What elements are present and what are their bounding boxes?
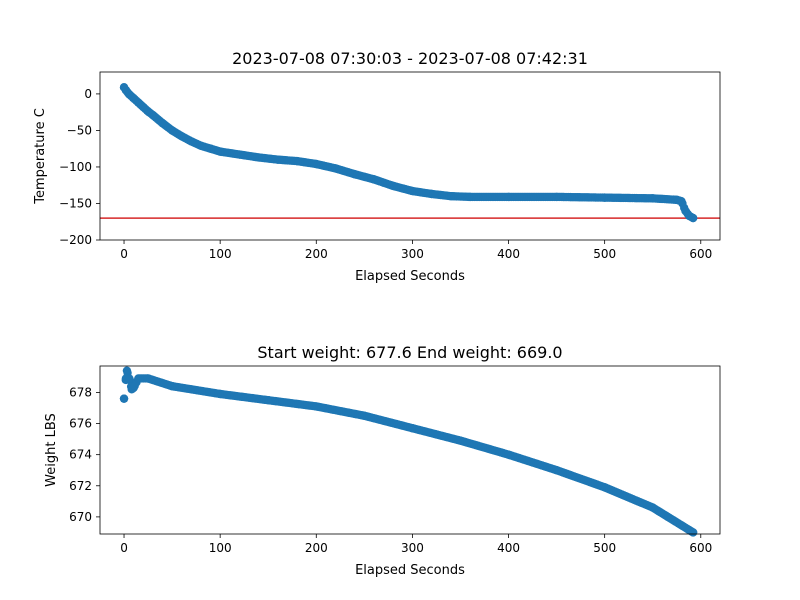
- weight-plot: Start weight: 677.6 End weight: 669.0 0 1…: [44, 343, 721, 578]
- temperature-x-tick-label: 300: [401, 247, 424, 261]
- weight-x-tick-label: 100: [209, 541, 232, 555]
- weight-data-point: [125, 374, 134, 383]
- weight-x-tick-label: 500: [593, 541, 616, 555]
- temperature-y-tick-label: 0: [84, 87, 92, 101]
- temperature-y-tick-label: −200: [59, 233, 92, 247]
- weight-data-point: [119, 394, 129, 403]
- temperature-x-tick-label: 200: [305, 247, 328, 261]
- weight-points: [119, 366, 698, 537]
- weight-data-point: [688, 528, 698, 537]
- temperature-x-axis-label: Elapsed Seconds: [355, 269, 465, 284]
- temperature-x-tick-label: 600: [689, 247, 712, 261]
- temperature-y-axis-label: Temperature C: [33, 108, 48, 205]
- weight-y-tick-label: 678: [69, 385, 92, 399]
- weight-x-tick-label: 300: [401, 541, 424, 555]
- temperature-x-tick-label: 500: [593, 247, 616, 261]
- temperature-y-tick-label: −50: [67, 123, 92, 137]
- weight-plot-frame: [99, 365, 721, 535]
- weight-y-tick-label: 670: [69, 510, 92, 524]
- temperature-y-tick-label: −100: [59, 160, 92, 174]
- temperature-chart-title: 2023-07-08 07:30:03 - 2023-07-08 07:42:3…: [232, 49, 588, 68]
- weight-x-tick-label: 200: [305, 541, 328, 555]
- weight-axis-ticks: 0 100 200 300 400 500 600 670 672 674 676 678: [69, 385, 712, 555]
- weight-x-axis-label: Elapsed Seconds: [355, 563, 465, 578]
- weight-x-tick-label: 400: [497, 541, 520, 555]
- weight-y-tick-label: 672: [69, 479, 92, 493]
- temperature-x-tick-label: 0: [120, 247, 128, 261]
- temperature-points: [119, 83, 698, 223]
- temperature-x-tick-label: 400: [497, 247, 520, 261]
- temperature-y-tick-label: −150: [59, 196, 92, 210]
- temperature-plot-frame: [99, 71, 721, 241]
- temperature-data-point: [688, 213, 698, 223]
- weight-x-tick-label: 0: [120, 541, 128, 555]
- weight-y-axis-label: Weight LBS: [44, 413, 59, 487]
- weight-y-tick-label: 674: [69, 448, 92, 462]
- weight-x-tick-label: 600: [689, 541, 712, 555]
- temperature-axis-ticks: 0 100 200 300 400 500 600 0 −50 −100 −150 −200: [59, 87, 712, 261]
- temperature-plot: 2023-07-08 07:30:03 - 2023-07-08 07:42:3…: [33, 49, 721, 284]
- temperature-x-tick-label: 100: [209, 247, 232, 261]
- weight-y-tick-label: 676: [69, 417, 92, 431]
- weight-chart-title: Start weight: 677.6 End weight: 669.0: [257, 343, 562, 362]
